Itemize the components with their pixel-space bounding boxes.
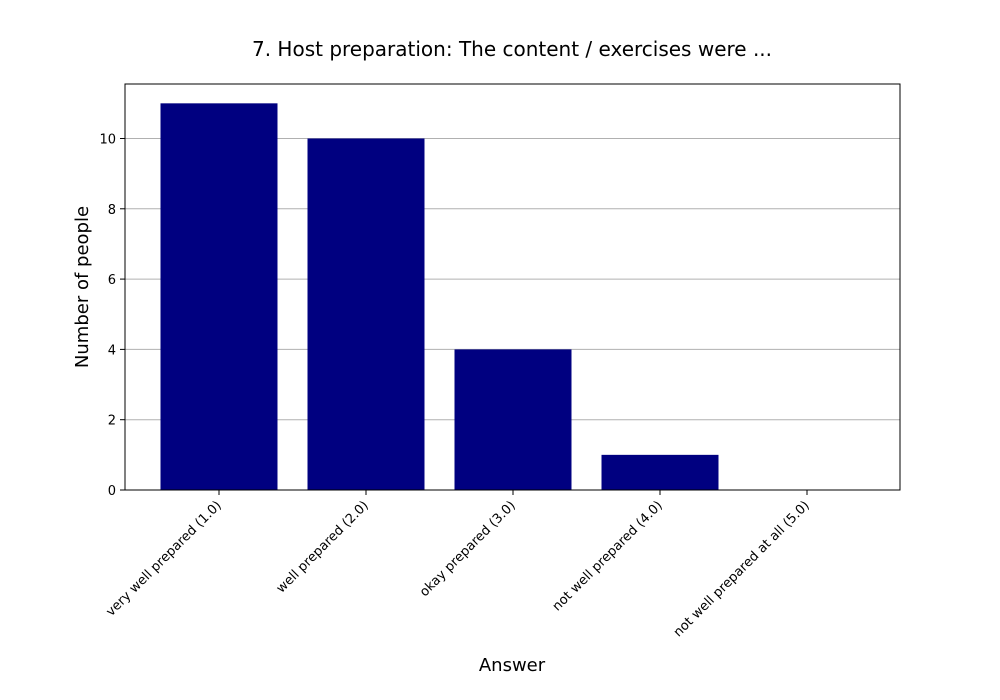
y-tick-label-1: 2 — [108, 414, 116, 429]
bars — [160, 103, 719, 490]
y-tick-label-3: 6 — [108, 273, 116, 288]
x-axis: very well prepared (1.0) well prepared (2… — [103, 490, 813, 640]
bar-0 — [160, 103, 278, 490]
y-tick-label-2: 4 — [108, 343, 116, 358]
bar-3 — [601, 454, 719, 490]
y-tick-label-5: 10 — [99, 132, 116, 147]
x-tick-label-1: well prepared (2.0) — [274, 498, 372, 596]
chart-title: 7. Host preparation: The content / exerc… — [252, 37, 772, 61]
bar-1 — [307, 138, 425, 490]
y-tick-label-4: 8 — [108, 203, 116, 218]
y-tick-label-0: 0 — [108, 484, 116, 499]
x-tick-label-3: not well prepared (4.0) — [550, 498, 666, 614]
y-axis-label: Number of people — [72, 206, 93, 368]
bar-2 — [454, 349, 572, 490]
x-tick-label-0: very well prepared (1.0) — [103, 498, 224, 619]
x-axis-label: Answer — [479, 655, 546, 676]
y-axis: 0 2 4 6 8 10 — [99, 132, 125, 499]
x-tick-label-4: not well prepared at all (5.0) — [671, 498, 813, 640]
x-tick-label-2: okay prepared (3.0) — [417, 498, 519, 600]
